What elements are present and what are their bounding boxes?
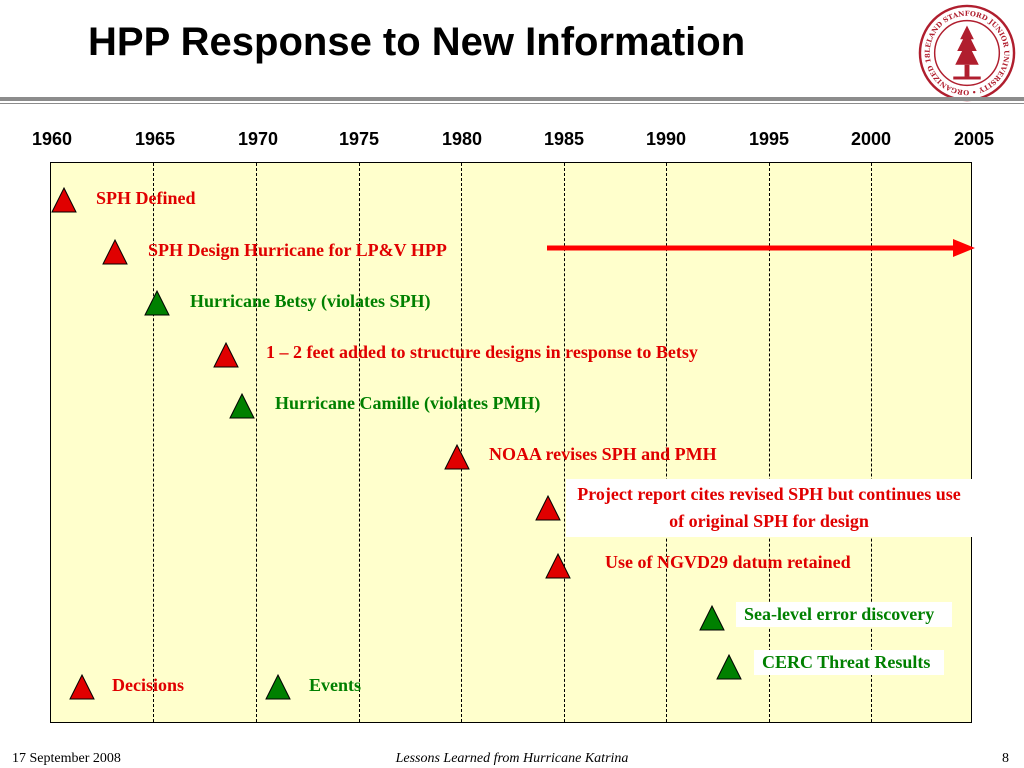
decision-triangle-icon xyxy=(213,342,239,368)
event-triangle-icon xyxy=(144,290,170,316)
legend-decision-triangle-icon xyxy=(69,674,95,700)
timeline-entry-label: Use of NGVD29 datum retained xyxy=(605,552,851,572)
timeline-entry-label: SPH Design Hurricane for LP&V HPP xyxy=(148,240,447,260)
year-label: 1995 xyxy=(748,129,790,149)
event-triangle-icon xyxy=(229,393,255,419)
title-rule-thin xyxy=(0,103,1024,104)
gridline xyxy=(256,163,257,722)
timeline-entry-label: 1 – 2 feet added to structure designs in… xyxy=(266,342,698,362)
timeline-entry-label: Sea-level error discovery xyxy=(736,602,953,627)
year-label: 1970 xyxy=(237,129,279,149)
title-rule xyxy=(0,97,1024,101)
event-triangle-icon xyxy=(716,654,742,680)
event-triangle-icon xyxy=(699,605,725,631)
decision-triangle-icon xyxy=(102,239,128,265)
decision-triangle-icon xyxy=(545,553,571,579)
timeline-entry-label: Hurricane Betsy (violates SPH) xyxy=(190,291,431,311)
footer-page-number: 8 xyxy=(1002,751,1009,766)
stanford-seal-icon: LELAND STANFORD JUNIOR UNIVERSITY • ORGA… xyxy=(918,4,1016,102)
year-label: 2005 xyxy=(953,129,995,149)
year-label: 1990 xyxy=(645,129,687,149)
timeline-entry-label: Hurricane Camille (violates PMH) xyxy=(275,393,541,413)
gridline xyxy=(461,163,462,722)
gridline xyxy=(564,163,565,722)
timeline-entry-label: CERC Threat Results xyxy=(754,650,945,675)
gridline xyxy=(769,163,770,722)
decision-triangle-icon xyxy=(535,495,561,521)
legend-event-triangle-icon xyxy=(265,674,291,700)
gridline xyxy=(359,163,360,722)
gridline xyxy=(666,163,667,722)
slide-title: HPP Response to New Information xyxy=(88,20,746,64)
year-label: 1975 xyxy=(338,129,380,149)
arrow-right-icon xyxy=(547,239,975,257)
year-label: 2000 xyxy=(850,129,892,149)
year-label: 1960 xyxy=(31,129,73,149)
gridline xyxy=(871,163,872,722)
decision-triangle-icon xyxy=(444,444,470,470)
legend-events-label: Events xyxy=(309,675,362,695)
legend-decisions-label: Decisions xyxy=(112,675,184,695)
gridline xyxy=(153,163,154,722)
footer-date: 17 September 2008 xyxy=(12,751,121,766)
footer-title: Lessons Learned from Hurricane Katrina xyxy=(395,751,629,766)
year-label: 1985 xyxy=(543,129,585,149)
timeline-entry-label: SPH Defined xyxy=(96,188,196,208)
year-label: 1965 xyxy=(134,129,176,149)
timeline-entry-label: Project report cites revised SPH but con… xyxy=(566,479,972,537)
decision-triangle-icon xyxy=(51,187,77,213)
year-label: 1980 xyxy=(441,129,483,149)
timeline-entry-label: NOAA revises SPH and PMH xyxy=(489,444,717,464)
timeline-chart xyxy=(50,162,972,723)
